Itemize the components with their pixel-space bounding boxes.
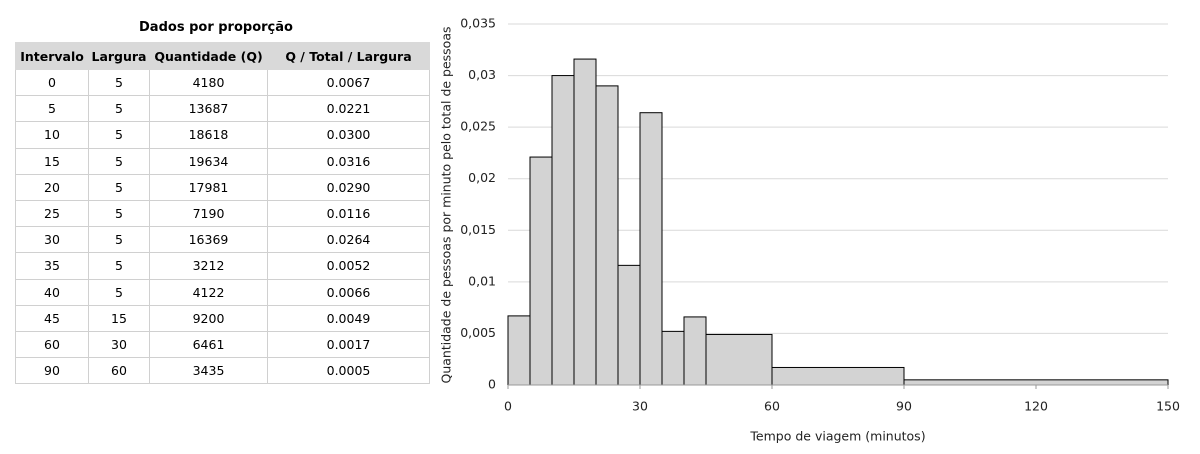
table-cell: 30 [15, 226, 89, 254]
bar [617, 264, 641, 386]
table-cell: 4122 [149, 278, 268, 306]
bar [661, 330, 685, 386]
table-cell: 0.0066 [267, 278, 430, 306]
table-cell: 20 [15, 173, 89, 201]
table-row: 35 5 3212 0.0052 [15, 252, 430, 280]
header-cell: Largura [88, 42, 150, 70]
x-tick-label: 60 [764, 399, 780, 414]
y-tick-label: 0,025 [460, 119, 496, 134]
table-row: 40 5 4122 0.0066 [15, 278, 430, 306]
table-cell: 17981 [149, 173, 268, 201]
table-cell: 45 [15, 304, 89, 332]
bar [551, 75, 575, 386]
bar [595, 85, 619, 386]
y-tick-label: 0,03 [468, 67, 496, 82]
table-row: 0 5 4180 0.0067 [15, 68, 430, 97]
table-row: 30 5 16369 0.0264 [15, 226, 430, 254]
table-cell: 18618 [149, 121, 268, 149]
table-cell: 15 [15, 147, 89, 175]
x-tick-label: 90 [896, 399, 912, 414]
table-cell: 5 [88, 252, 150, 280]
table-cell: 0.0316 [267, 147, 430, 175]
table-cell: 5 [88, 173, 150, 201]
header-cell: Intervalo [15, 42, 89, 70]
data-table: Intervalo Largura Quantidade (Q) Q / Total … [15, 42, 430, 385]
table-cell: 0.0067 [267, 68, 430, 97]
x-tick-label: 30 [632, 399, 648, 414]
table-cell: 19634 [149, 147, 268, 175]
table-row: 5 5 13687 0.0221 [15, 95, 430, 123]
table-cell: 5 [88, 95, 150, 123]
table-cell: 60 [15, 330, 89, 359]
table-cell: 90 [15, 357, 89, 385]
bar [639, 112, 663, 386]
table-cell: 0.0052 [267, 252, 430, 280]
table-row: 15 5 19634 0.0316 [15, 147, 430, 175]
x-axis-label: Tempo de viagem (minutos) [749, 429, 925, 444]
table-cell: 0.0005 [267, 357, 430, 385]
y-axis-label: Quantidade de pessoas por minuto pelo to… [439, 26, 454, 383]
y-tick-label: 0,035 [460, 16, 496, 31]
header-cell: Quantidade (Q) [149, 42, 268, 70]
y-tick-label: 0,015 [460, 222, 496, 237]
y-tick-label: 0 [488, 377, 496, 392]
table-cell: 40 [15, 278, 89, 306]
table-row: 25 5 7190 0.0116 [15, 199, 430, 228]
table-cell: 0.0300 [267, 121, 430, 149]
y-tick-label: 0,02 [468, 170, 496, 185]
table-cell: 5 [88, 121, 150, 149]
table-cell: 25 [15, 199, 89, 228]
table-cell: 16369 [149, 226, 268, 254]
table-cell: 0.0264 [267, 226, 430, 254]
table-cell: 60 [88, 357, 150, 385]
header-cell: Q / Total / Largura [267, 42, 430, 70]
table-cell: 0.0290 [267, 173, 430, 201]
bar [903, 379, 1169, 386]
header-row: Intervalo Largura Quantidade (Q) Q / Total … [15, 42, 430, 70]
table-cell: 5 [88, 226, 150, 254]
bar [705, 333, 773, 386]
table-body: 0 5 4180 0.0067 5 5 13687 0.0221 10 5 18618 0.0300 1… [15, 68, 430, 385]
table-cell: 35 [15, 252, 89, 280]
bar [771, 366, 905, 386]
table-cell: 5 [88, 199, 150, 228]
table-title: Dados por proporção [139, 20, 293, 35]
table-cell: 15 [88, 304, 150, 332]
table-row: 45 15 9200 0.0049 [15, 304, 430, 332]
bar [507, 315, 531, 386]
table-cell: 5 [88, 278, 150, 306]
table-cell: 5 [88, 147, 150, 175]
table-cell: 6461 [149, 330, 268, 359]
table-cell: 3435 [149, 357, 268, 385]
table-cell: 10 [15, 121, 89, 149]
table-cell: 13687 [149, 95, 268, 123]
table-cell: 0.0116 [267, 199, 430, 228]
table-cell: 5 [15, 95, 89, 123]
table-cell: 4180 [149, 68, 268, 97]
table-cell: 3212 [149, 252, 268, 280]
table-row: 20 5 17981 0.0290 [15, 173, 430, 201]
table-row: 60 30 6461 0.0017 [15, 330, 430, 359]
y-tick-label: 0,005 [460, 325, 496, 340]
bar [573, 58, 597, 386]
table-cell: 9200 [149, 304, 268, 332]
bar [683, 316, 707, 386]
x-tick-label: 120 [1024, 399, 1048, 414]
table-row: 90 60 3435 0.0005 [15, 357, 430, 385]
table-cell: 0 [15, 68, 89, 97]
bar [529, 156, 553, 386]
table-cell: 7190 [149, 199, 268, 228]
table-cell: 0.0017 [267, 330, 430, 359]
x-tick-label: 0 [504, 399, 512, 414]
table-cell: 5 [88, 68, 150, 97]
y-tick-label: 0,01 [468, 273, 496, 288]
table-row: 10 5 18618 0.0300 [15, 121, 430, 149]
x-tick-label: 150 [1156, 399, 1180, 414]
table-cell: 0.0221 [267, 95, 430, 123]
table-cell: 0.0049 [267, 304, 430, 332]
table-cell: 30 [88, 330, 150, 359]
